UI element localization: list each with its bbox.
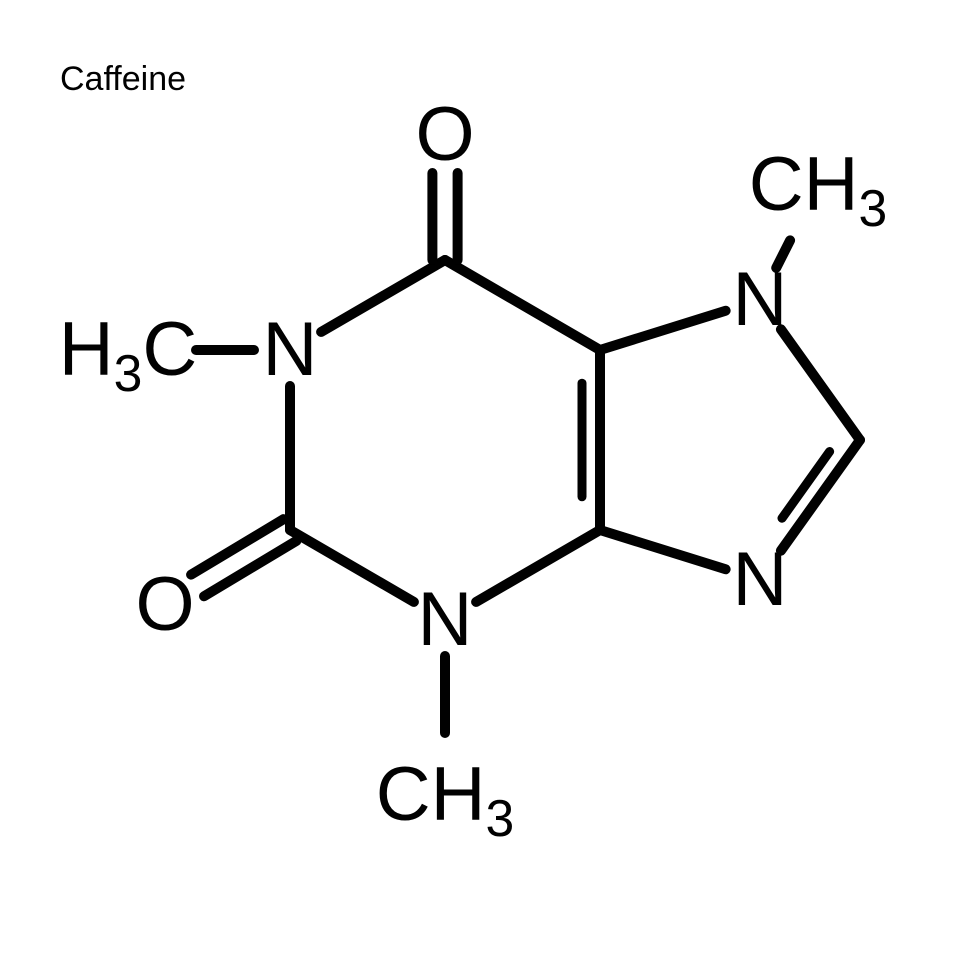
atom-Me3: CH3 [376, 757, 515, 833]
diagram-canvas: Caffeine NNOOH3CCH3NNCH3 [0, 0, 980, 980]
atom-Me7: CH3 [749, 147, 888, 223]
atom-N1: N [263, 312, 318, 388]
atom-O2: O [135, 567, 194, 643]
atom-Me1: H3C [59, 312, 198, 388]
atom-N3: N [418, 582, 473, 658]
atom-N9: N [733, 542, 788, 618]
atom-O6: O [415, 97, 474, 173]
atom-N7: N [733, 262, 788, 338]
